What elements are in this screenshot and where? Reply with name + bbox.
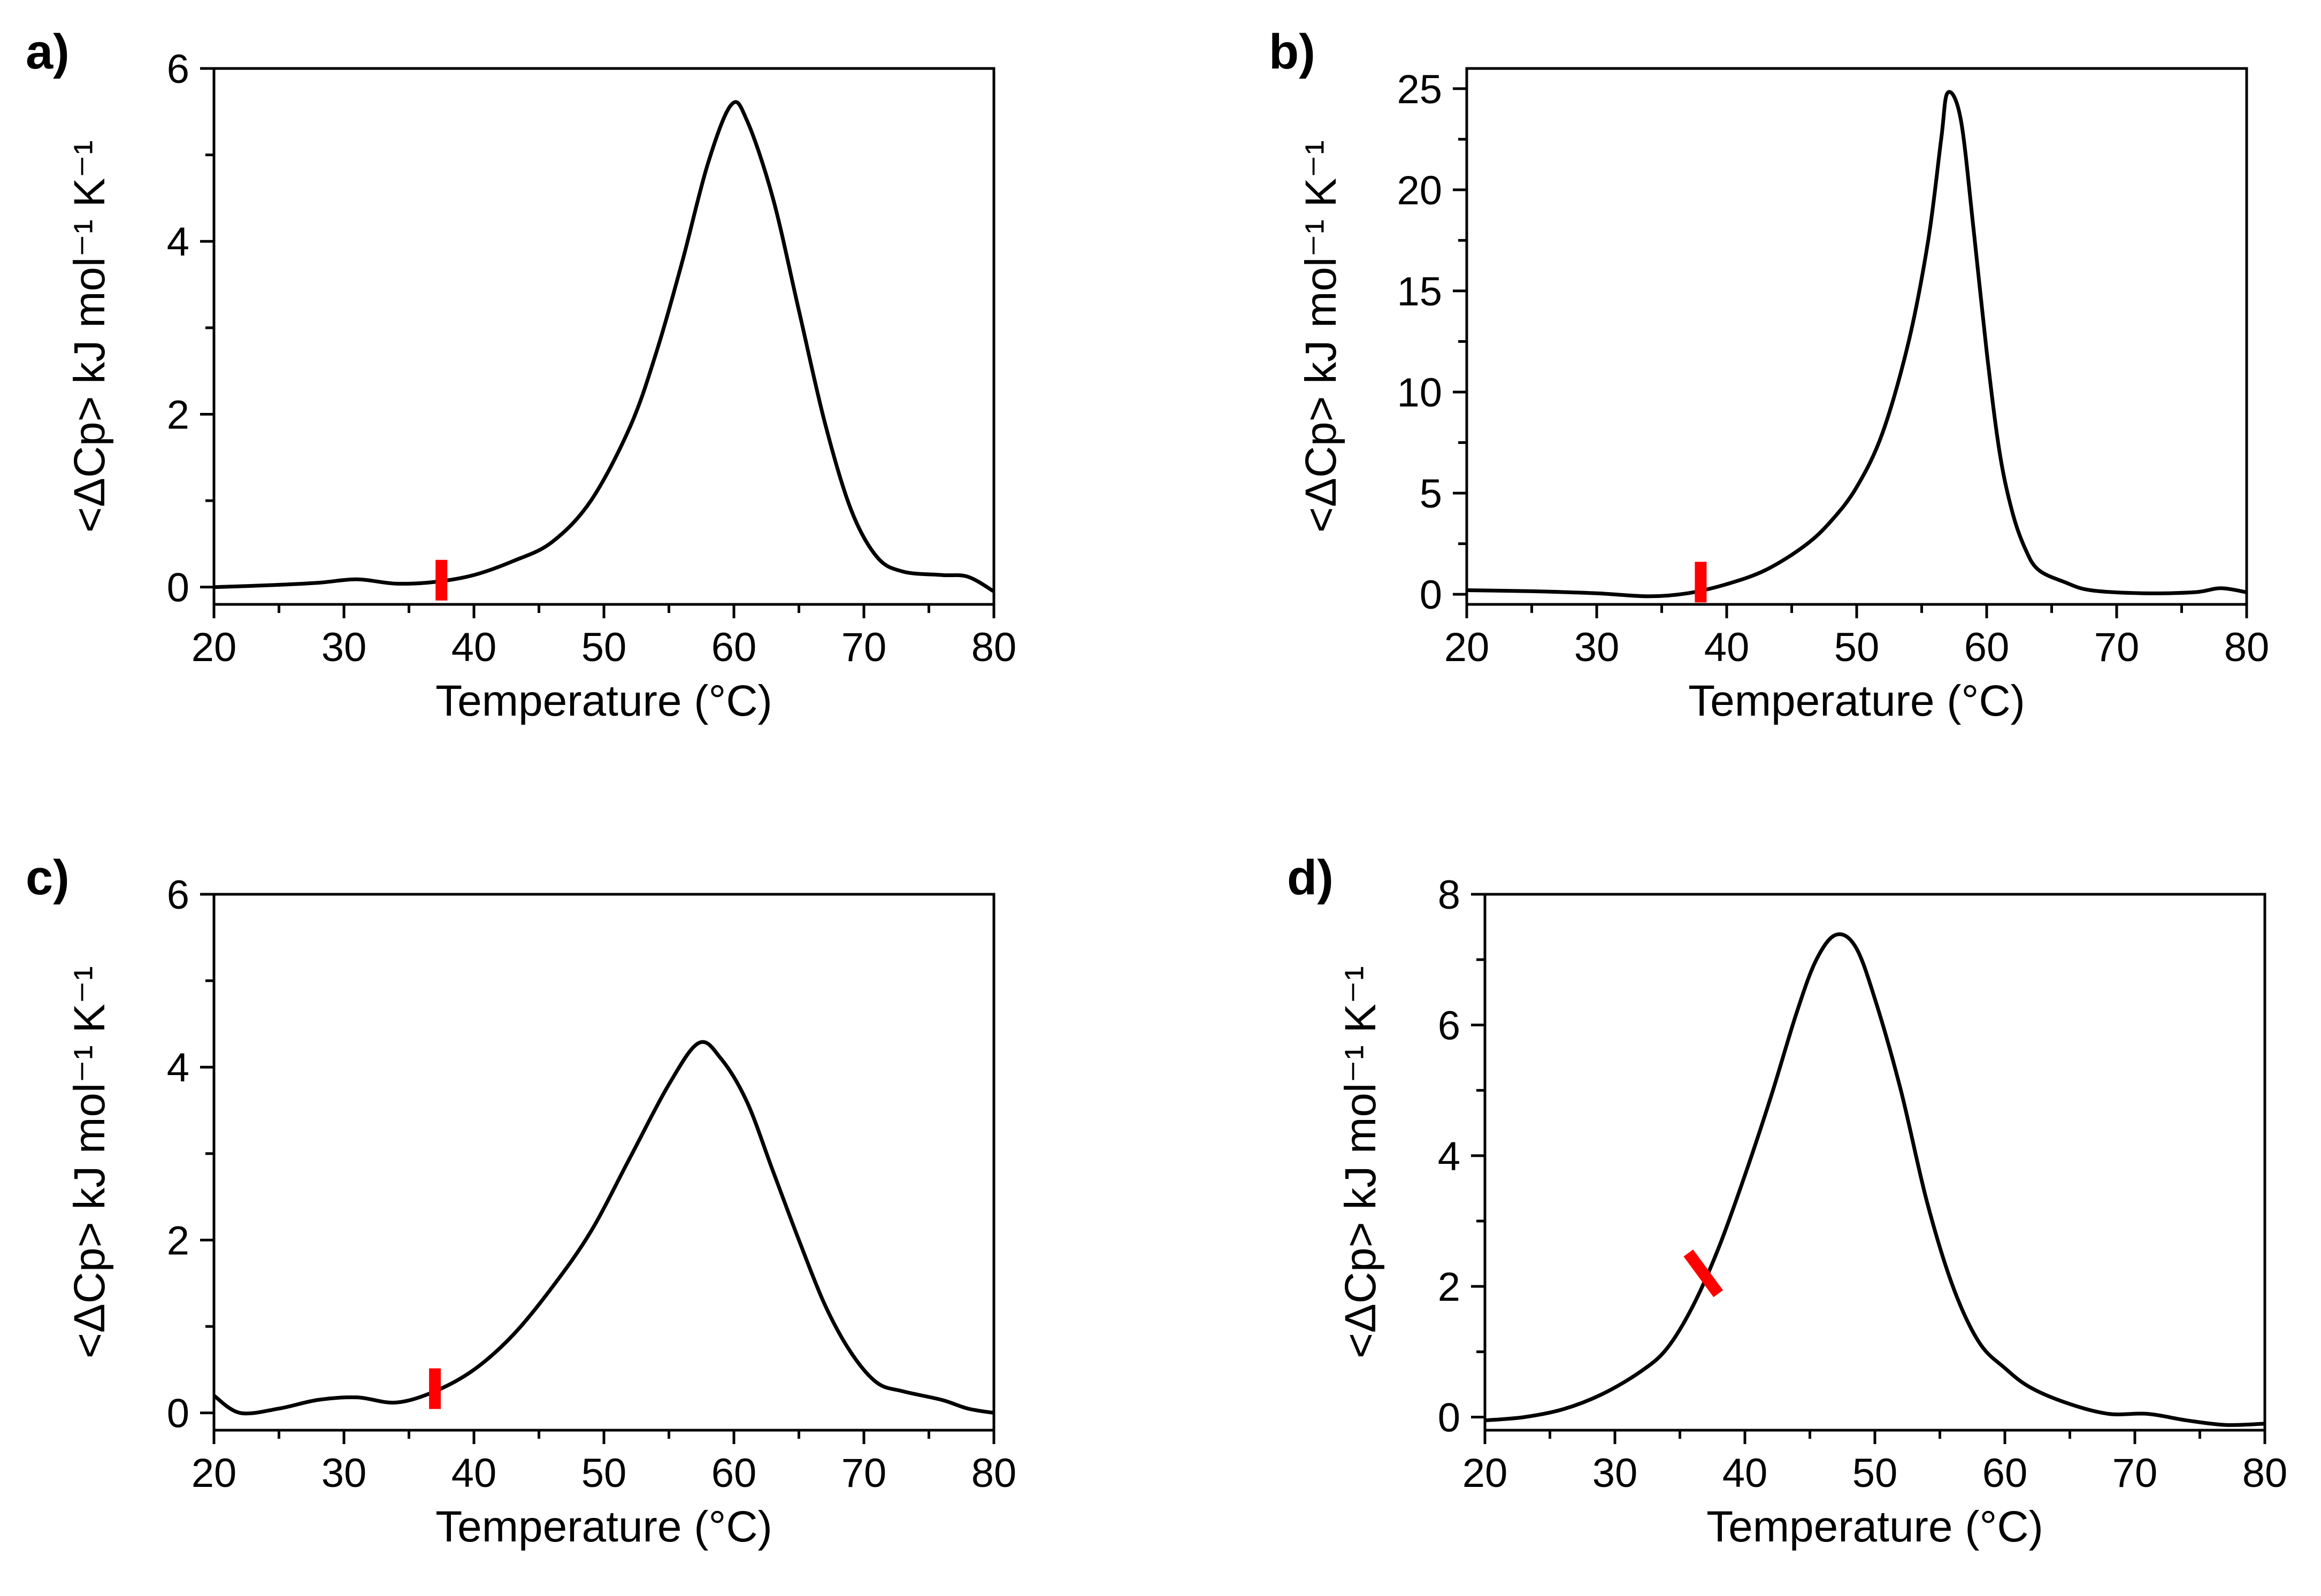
- x-tick-label: 50: [1852, 1451, 1898, 1496]
- panel-c: 20 30 40 50 60 70 80 0 2 4 6 Temperature (°C) <ΔCp> …: [26, 850, 1016, 1551]
- y-tick-label: 5: [1420, 471, 1442, 517]
- panel-b: 20 30 40 50 60 70 80 0 5 10 15 20 25 Temperature (°C)…: [1269, 25, 2269, 725]
- x-axis-label: Temperature (°C): [435, 1502, 772, 1551]
- y-tick-label: 15: [1397, 269, 1442, 314]
- x-tick-label: 70: [2094, 625, 2140, 670]
- x-tick-label: 50: [581, 625, 627, 670]
- y-tick-label: 6: [1438, 1003, 1460, 1048]
- y-tick-label: 0: [1438, 1395, 1460, 1441]
- y-axis-label: <ΔCp> kJ mol⁻¹ K⁻¹: [65, 140, 114, 533]
- plot-frame: [1483, 893, 2266, 1432]
- y-tick-label: 4: [1438, 1134, 1460, 1179]
- x-tick-label: 80: [971, 1451, 1017, 1496]
- x-tick-label: 60: [1964, 625, 2010, 670]
- y-tick-label: 25: [1397, 67, 1442, 112]
- x-tick-label: 50: [581, 1451, 627, 1496]
- y-tick-label: 8: [1438, 872, 1460, 918]
- y-tick-label: 0: [1420, 572, 1442, 618]
- x-axis-label: Temperature (°C): [1688, 677, 2025, 725]
- x-tick-label: 40: [451, 625, 497, 670]
- x-tick-label: 20: [1462, 1451, 1508, 1496]
- panel-d: 20 30 40 50 60 70 80 0 2 4 6 8 Temperature (°C) <ΔCp>…: [1287, 850, 2287, 1551]
- y-tick-label: 10: [1397, 370, 1442, 416]
- temperature-marker: [1683, 1249, 1723, 1298]
- x-tick-label: 40: [1704, 625, 1750, 670]
- x-tick-label: 80: [2242, 1451, 2288, 1496]
- plot-frame: [212, 67, 995, 606]
- y-axis-label: <ΔCp> kJ mol⁻¹ K⁻¹: [1336, 966, 1385, 1359]
- x-tick-label: 50: [1834, 625, 1880, 670]
- y-tick-label: 6: [167, 872, 189, 918]
- x-axis-label: Temperature (°C): [435, 677, 772, 725]
- x-tick-label: 30: [321, 1451, 367, 1496]
- x-tick-label: 30: [1574, 625, 1620, 670]
- x-tick-label: 30: [321, 625, 367, 670]
- x-tick-label: 40: [1722, 1451, 1768, 1496]
- x-tick-label: 30: [1592, 1451, 1638, 1496]
- x-tick-label: 70: [2112, 1451, 2158, 1496]
- x-tick-label: 20: [191, 1451, 237, 1496]
- x-tick-label: 80: [971, 625, 1017, 670]
- y-tick-label: 4: [167, 219, 189, 265]
- x-tick-label: 60: [711, 625, 757, 670]
- plot-frame: [212, 893, 995, 1432]
- x-axis-label: Temperature (°C): [1706, 1502, 2043, 1551]
- x-tick-label: 20: [191, 625, 237, 670]
- x-tick-label: 70: [841, 1451, 887, 1496]
- y-tick-label: 2: [1438, 1264, 1460, 1310]
- x-tick-label: 20: [1444, 625, 1490, 670]
- y-tick-label: 20: [1397, 168, 1442, 213]
- y-tick-label: 2: [167, 392, 189, 438]
- x-tick-label: 40: [451, 1451, 497, 1496]
- y-tick-label: 0: [167, 1391, 189, 1437]
- panel-label: a): [26, 25, 70, 79]
- plot-frame: [1465, 67, 2248, 606]
- x-tick-label: 60: [1982, 1451, 2028, 1496]
- y-axis-label: <ΔCp> kJ mol⁻¹ K⁻¹: [1297, 140, 1345, 533]
- panel-label: b): [1269, 25, 1315, 79]
- data-line: [212, 1040, 994, 1416]
- data-line: [1484, 932, 2265, 1427]
- data-line: [213, 100, 995, 593]
- panel-a: 20 30 40 50 60 70 80 0 2 4 6 Temperature (°C) <ΔCp> …: [26, 25, 1016, 725]
- panel-label: d): [1287, 850, 1334, 905]
- x-tick-label: 60: [711, 1451, 757, 1496]
- data-line: [1466, 90, 2247, 598]
- x-tick-label: 70: [841, 625, 887, 670]
- y-tick-label: 2: [167, 1218, 189, 1263]
- y-axis-label: <ΔCp> kJ mol⁻¹ K⁻¹: [65, 966, 114, 1359]
- x-tick-label: 80: [2224, 625, 2270, 670]
- y-tick-label: 6: [167, 47, 189, 92]
- panel-label: c): [26, 850, 70, 905]
- y-tick-label: 0: [167, 565, 189, 611]
- y-tick-label: 4: [167, 1045, 189, 1091]
